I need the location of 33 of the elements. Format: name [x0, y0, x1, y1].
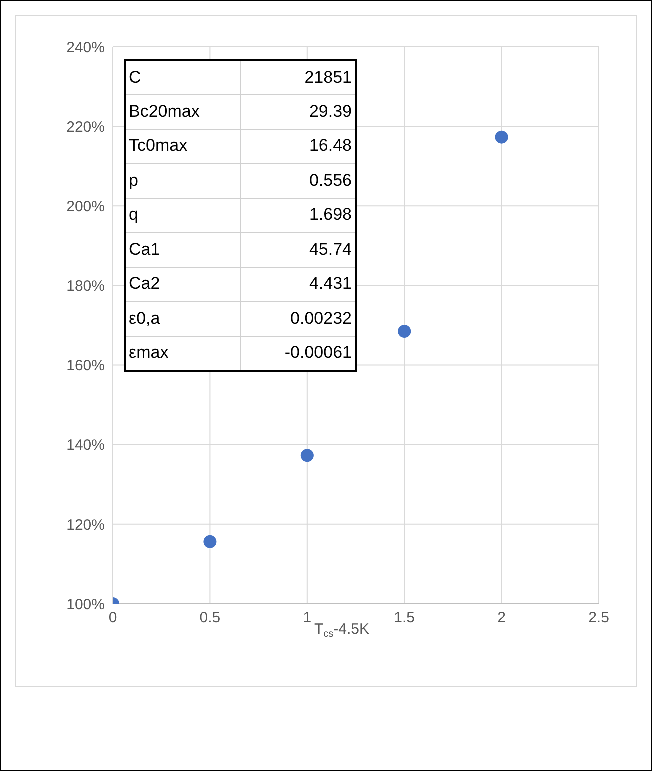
annotation: Bc20max: [125, 94, 240, 129]
x-tick-label: 2: [498, 610, 506, 627]
x-tick-label: 2.5: [588, 610, 610, 627]
annotation: Ca2: [125, 267, 240, 302]
annotation: -0.00061: [284, 342, 353, 364]
annotation: 16.48: [240, 129, 356, 164]
x-tick-label: 0: [108, 610, 118, 627]
annotation: 45.74: [240, 232, 356, 267]
y-tick-label: 180%: [66, 278, 105, 296]
x-tick-label: 1.5: [394, 610, 416, 627]
x-axis-title: T$_{cs}$-4.5K: [314, 621, 370, 640]
y-tick-label: 220%: [66, 118, 105, 136]
annotation: q: [125, 198, 240, 232]
y-tick-label: 100%: [66, 596, 105, 614]
annotation: 1.698: [240, 198, 356, 232]
annotation: C: [125, 60, 240, 94]
annotation: Tc0max: [125, 129, 240, 164]
annotation: 4.431: [240, 267, 356, 302]
annotation: 0.556: [240, 164, 356, 198]
y-tick-label: 120%: [66, 516, 105, 534]
y-tick-label: 240%: [66, 39, 105, 56]
y-tick-label: 140%: [66, 437, 105, 454]
annotation: 29.39: [240, 94, 356, 129]
y-tick-label: 160%: [66, 358, 105, 375]
annotation: Ca1: [125, 232, 240, 267]
x-tick-label: 1: [303, 610, 312, 627]
annotation: 0.00232: [240, 302, 356, 336]
y-tick-label: 200%: [66, 198, 105, 216]
x-tick-label: 0.5: [200, 610, 221, 627]
annotation: ε0,a: [125, 302, 240, 336]
annotation: p: [125, 164, 240, 198]
annotation: εmax: [125, 336, 240, 370]
annotation: 21851: [240, 60, 356, 94]
